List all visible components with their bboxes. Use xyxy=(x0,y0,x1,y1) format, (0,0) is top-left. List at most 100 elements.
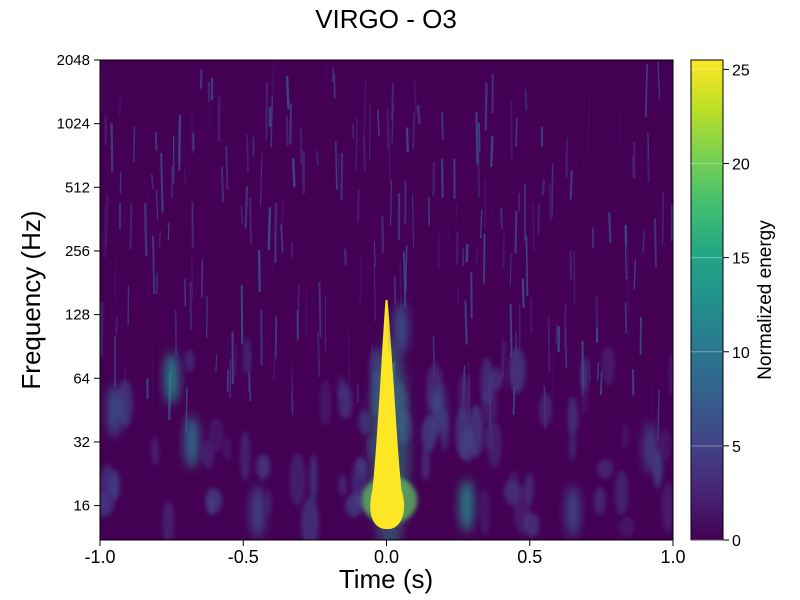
noise-blob xyxy=(503,479,520,505)
noise-streak xyxy=(377,109,380,137)
noise-streak xyxy=(514,210,518,254)
noise-streak xyxy=(478,122,481,153)
noise-streak xyxy=(653,218,657,268)
noise-streak xyxy=(240,206,243,225)
noise-streak xyxy=(315,150,319,166)
energy-blob xyxy=(643,421,658,474)
noise-streak xyxy=(547,316,551,374)
noise-streak xyxy=(666,79,670,112)
noise-streak xyxy=(624,301,628,334)
noise-streak xyxy=(532,203,535,252)
noise-streak xyxy=(502,341,505,378)
noise-streak xyxy=(657,389,660,443)
noise-blob xyxy=(338,383,353,419)
noise-streak xyxy=(150,173,155,190)
noise-streak xyxy=(541,297,546,321)
y-axis-label: Frequency (Hz) xyxy=(16,210,46,389)
x-axis: -1.0 -0.5 0.0 0.5 1.0 xyxy=(84,540,686,567)
noise-streak xyxy=(412,193,415,247)
noise-blob xyxy=(487,367,504,392)
noise-streak xyxy=(340,152,344,200)
noise-blob xyxy=(580,381,588,415)
noise-streak xyxy=(393,275,397,305)
colorbar: 0 5 10 15 20 25 Normalized energy xyxy=(690,59,776,550)
noise-streak xyxy=(595,295,599,328)
noise-streak xyxy=(477,146,480,198)
noise-streak xyxy=(608,212,612,243)
noise-blob xyxy=(242,337,251,375)
noise-blob xyxy=(523,512,540,538)
energy-blob xyxy=(107,384,122,437)
noise-streak xyxy=(105,194,108,246)
noise-streak xyxy=(499,207,504,229)
noise-streak xyxy=(541,180,546,196)
noise-streak xyxy=(160,152,164,213)
noise-streak xyxy=(147,299,151,349)
noise-blob xyxy=(539,393,553,427)
noise-streak xyxy=(618,110,622,141)
noise-streak xyxy=(449,106,453,160)
plot-area xyxy=(99,59,674,541)
noise-blob xyxy=(162,500,175,540)
noise-streak xyxy=(133,126,136,162)
energy-blob xyxy=(459,479,474,532)
noise-streak xyxy=(368,104,371,161)
noise-blob xyxy=(100,464,117,515)
noise-blob xyxy=(184,349,195,372)
noise-streak xyxy=(230,123,234,167)
noise-streak xyxy=(290,345,293,394)
noise-streak xyxy=(335,141,338,190)
noise-streak xyxy=(185,387,188,433)
noise-streak xyxy=(333,73,336,99)
noise-streak xyxy=(661,192,665,245)
noise-streak xyxy=(388,123,391,184)
noise-streak xyxy=(592,132,596,154)
noise-streak xyxy=(405,127,410,153)
noise-streak xyxy=(178,114,182,171)
noise-streak xyxy=(378,323,382,346)
noise-streak xyxy=(521,278,525,308)
noise-streak xyxy=(551,163,554,218)
noise-streak xyxy=(563,303,567,349)
noise-streak xyxy=(260,153,263,207)
x-tick-label: 0.0 xyxy=(374,547,399,567)
noise-streak xyxy=(416,104,421,124)
noise-streak xyxy=(289,103,292,145)
noise-streak xyxy=(475,111,479,165)
noise-streak xyxy=(152,235,156,295)
noise-streak xyxy=(244,185,249,229)
chart-title: VIRGO - O3 xyxy=(315,4,457,34)
noise-blob xyxy=(597,458,614,480)
colorbar-tick-label: 15 xyxy=(732,251,750,268)
noise-blob xyxy=(487,420,502,468)
noise-blob xyxy=(289,453,306,506)
noise-streak xyxy=(271,63,276,95)
noise-streak xyxy=(391,82,394,120)
noise-streak xyxy=(359,256,363,305)
noise-streak xyxy=(399,259,402,309)
noise-streak xyxy=(110,123,114,173)
noise-streak xyxy=(412,112,416,150)
noise-streak xyxy=(502,233,506,269)
noise-streak xyxy=(201,141,205,172)
noise-streak xyxy=(515,117,518,147)
noise-streak xyxy=(318,281,322,338)
noise-streak xyxy=(403,251,407,308)
noise-blob xyxy=(265,488,273,517)
x-tick-label: 0.5 xyxy=(517,547,542,567)
noise-streak xyxy=(509,253,512,287)
noise-streak xyxy=(493,204,497,250)
noise-streak xyxy=(276,220,280,257)
noise-streak xyxy=(355,117,358,170)
noise-streak xyxy=(588,359,591,382)
noise-streak xyxy=(352,123,354,139)
noise-streak xyxy=(373,241,376,266)
noise-streak xyxy=(465,244,469,263)
y-tick-label: 16 xyxy=(73,498,90,515)
noise-streak xyxy=(588,96,591,156)
noise-streak xyxy=(582,153,586,196)
noise-streak xyxy=(155,189,159,220)
noise-blob xyxy=(479,489,491,536)
noise-streak xyxy=(285,75,290,110)
noise-streak xyxy=(554,324,559,344)
